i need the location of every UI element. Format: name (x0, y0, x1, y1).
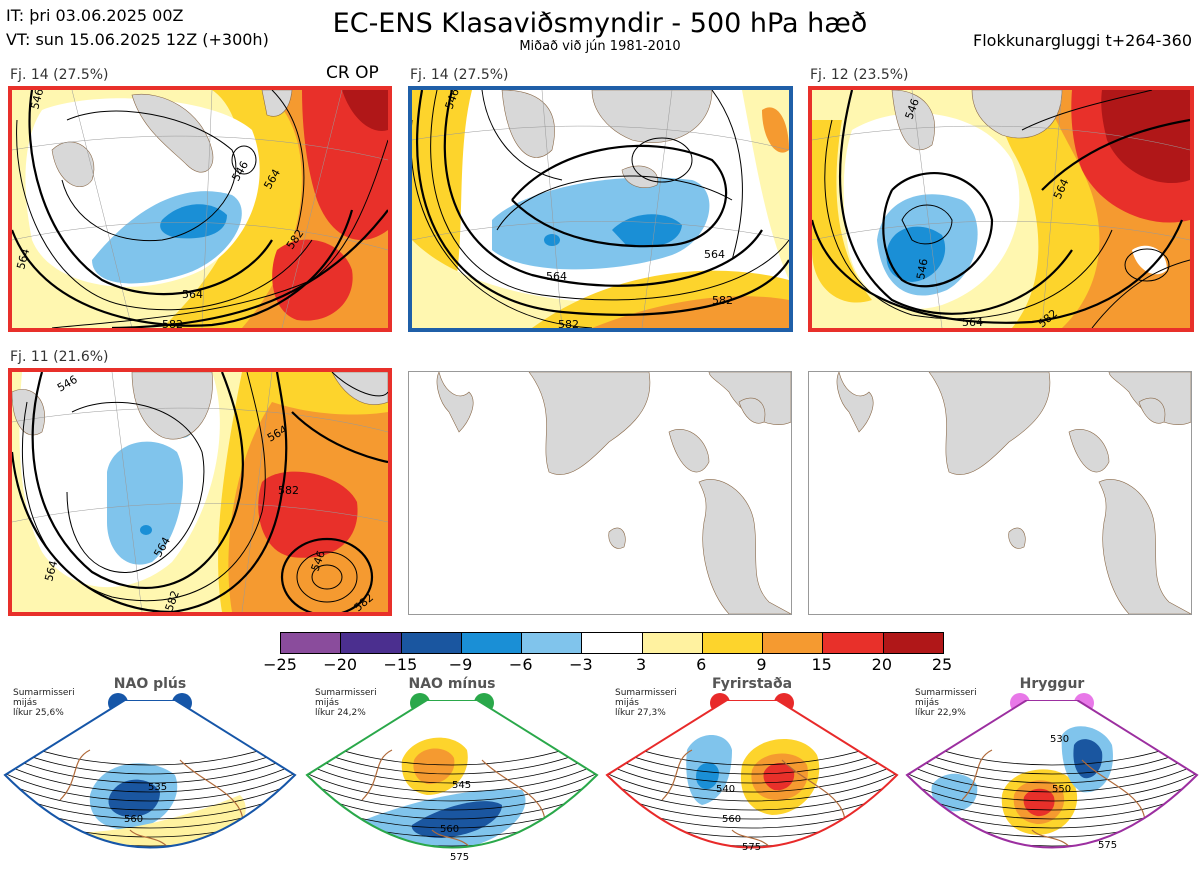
contour-label: 564 (704, 248, 725, 261)
regime-fan-map: 530 550 575 (905, 700, 1199, 851)
cluster-4-label: Fj. 11 (21.6%) (10, 349, 109, 365)
colorbar (280, 632, 944, 654)
colorbar-tick-label: 20 (871, 655, 892, 674)
colorbar-segment (400, 633, 461, 653)
colorbar-tick-label: 9 (756, 655, 767, 674)
colorbar-segment (762, 633, 823, 653)
colorbar-tick-label: 3 (635, 655, 647, 674)
contour-label: 564 (14, 247, 32, 271)
colorbar-segment (581, 633, 642, 653)
regime-title: NAO plús (113, 676, 187, 692)
cluster-4-map: 546 564 582 564 582 546 564 582 (8, 368, 392, 616)
page-title: EC-ENS Klasaviðsmyndir - 500 hPa hæð (332, 8, 868, 39)
regime-contour-label: 560 (440, 824, 459, 835)
colorbar-tick-label: −15 (383, 655, 418, 674)
cluster-2-label: Fj. 14 (27.5%) (410, 67, 509, 83)
regime-contour-label: 560 (722, 814, 741, 825)
page-subtitle: Miðað við jún 1981-2010 (519, 39, 681, 54)
colorbar-segment (701, 633, 763, 653)
empty-map-panel (408, 371, 792, 615)
cluster-window: Flokkunargluggi t+264-360 (973, 31, 1192, 50)
regime-fan-map: 535 560 (3, 700, 297, 849)
regime-contour-label: 530 (1050, 734, 1069, 745)
colorbar-tick-label: 25 (931, 655, 953, 674)
regime-contour-label: 575 (450, 852, 469, 863)
regime-note: Sumarmisseri mijás líkur 25,6% (13, 688, 75, 718)
colorbar-tick-label: −9 (448, 655, 473, 674)
regime-title: Hryggur (1019, 676, 1085, 692)
regime-fan-map: 540 560 575 (605, 700, 899, 853)
contour-label: 582 (163, 589, 182, 612)
cluster-1-map: 546 564 582 564 582 546 564 (8, 86, 392, 332)
cluster-1-badge: CR OP (326, 63, 379, 83)
colorbar-segment (822, 633, 883, 653)
colorbar-tick-label: −6 (508, 655, 533, 674)
cluster-3-label: Fj. 12 (23.5%) (810, 67, 909, 83)
colorbar-tick-label: 6 (696, 655, 707, 674)
contour-label: 564 (962, 316, 983, 328)
colorbar-tick-label: −25 (263, 655, 297, 674)
cluster-2-map: 546 564 564 582 582 (408, 86, 793, 332)
contour-label: 564 (42, 559, 60, 583)
colorbar-segment (882, 633, 943, 653)
regime-contour-label: 575 (1098, 840, 1117, 851)
regime-note: Sumarmisseri mijás líkur 24,2% (315, 688, 377, 718)
contour-label: 582 (558, 318, 579, 328)
colorbar-segment (281, 633, 341, 653)
init-time: IT: þri 03.06.2025 00Z (6, 6, 184, 25)
regime-contour-label: 540 (716, 784, 735, 795)
regime-contour-label: 545 (452, 780, 471, 791)
contour-label: 546 (914, 258, 930, 281)
valid-time: VT: sun 15.06.2025 12Z (+300h) (6, 30, 269, 49)
colorbar-tick-label: −3 (569, 655, 593, 674)
regime-title: Fyrirstaða (711, 676, 793, 692)
regime-title: NAO mínus (408, 676, 496, 692)
contour-label: 582 (162, 318, 183, 328)
cluster-1-label: Fj. 14 (27.5%) (10, 67, 109, 83)
regime-contour-label: 550 (1052, 784, 1071, 795)
regime-note: Sumarmisseri mijás líkur 22,9% (915, 688, 977, 718)
contour-label: 564 (546, 270, 567, 283)
contour-label: 582 (712, 294, 733, 307)
regime-contour-label: 560 (124, 814, 143, 825)
contour-label: 546 (28, 90, 46, 111)
colorbar-tick-label: 15 (811, 655, 832, 674)
regime-contour-label: 575 (742, 842, 761, 853)
contour-label: 564 (182, 288, 203, 301)
colorbar-segment (521, 633, 582, 653)
regime-note: Sumarmisseri mijás líkur 27,3% (615, 688, 677, 718)
regime-fan-map: 545 560 575 (305, 700, 599, 863)
colorbar-segment (340, 633, 401, 653)
contour-label: 582 (278, 484, 299, 497)
colorbar-tick-label: −20 (323, 655, 358, 674)
colorbar-segment (641, 633, 702, 653)
empty-map-panel (808, 371, 1192, 615)
colorbar-segment (460, 633, 522, 653)
cluster-3-map: 546 564 546 564 582 (808, 86, 1194, 332)
regime-contour-label: 535 (148, 782, 167, 793)
